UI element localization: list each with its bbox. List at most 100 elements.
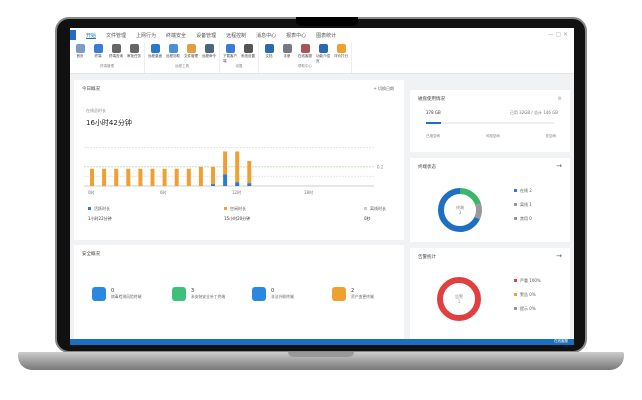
legend-swatch [514,293,517,296]
bar-active [223,174,228,186]
clipboard-icon [129,44,139,53]
legend-swatch [88,207,91,210]
ribbon-button-label: 终端 [94,54,102,58]
book-icon [264,44,274,53]
ribbon-button[interactable]: 终端查询 [109,44,123,59]
storage-bar [426,122,554,124]
menu-tab[interactable]: 远程控制 [226,32,247,39]
overview-label: 资产变更终端 [351,294,374,299]
patch-icon [172,287,186,301]
storage-c1: 已用空间 [426,134,440,138]
arrow-right-icon[interactable]: → [556,162,562,170]
legend-swatch [514,203,517,206]
bar-idle [138,168,143,186]
bar-idle [114,168,119,186]
ribbon-group-label: 设置 [235,64,243,68]
overview-item[interactable]: 0 非法外联终端 [252,287,294,301]
shield-icon [92,287,106,301]
menu-tab[interactable]: 消息中心 [256,32,277,39]
ribbon-button[interactable]: 终端 [91,44,105,59]
ribbon-button[interactable]: 手册 [280,44,294,59]
ribbon-button[interactable]: 下载客户端 [223,44,237,64]
monitor-icon [93,44,103,53]
bar-idle [174,168,179,186]
donut-legend-item: 离线 1 [514,202,532,208]
donut-legend-item: 提示 0% [514,306,536,312]
overview-label: 非法外联终端 [271,294,294,299]
ribbon-group: 下载客户端 系统设置设置 [220,42,259,73]
manual-icon [282,44,292,53]
arrow-right-icon[interactable]: → [556,252,562,260]
asset-icon [332,287,346,301]
camera-notch [296,17,358,26]
ribbon-group-label: 远程工具 [175,64,189,68]
ribbon-button[interactable]: 功能介绍页 [316,44,330,64]
overview-item[interactable]: 0 病毒检测风险终端 [92,287,141,301]
menu-tab[interactable]: 设备管理 [196,32,217,39]
window-controls[interactable]: — ▢ ✕ [547,31,568,38]
menu-tab[interactable]: 文件管理 [106,32,127,39]
ribbon-button-label: 远程桌面 [148,54,162,58]
usage-card: 今日概况 + 切换日期 在线总时长 16小时42分钟 0.2 0时 6时 12时 18时… [74,80,404,240]
cloud-icon [204,44,214,53]
alerts-card: 告警统计 → 告警 1 严重 100% 警告 0% 提示 0% [410,248,570,339]
ribbon-button[interactable]: 在线客服 [298,44,312,59]
storage-detail: 已用 32GB / 总计 146 GB [509,110,558,115]
home-icon [75,44,85,53]
grid-icon [318,44,328,53]
donut-center-label: 3 [459,210,462,215]
ribbon-toolbar: 首页 终端 终端查询 审批任务 终端管理 远程桌面 远程协助 文件管理 远程命令 远程工具 下载客户… [70,42,574,74]
menu-tab[interactable]: 开始 [86,32,97,39]
legend-swatch [364,207,367,210]
legend-swatch [514,279,517,282]
overview-item[interactable]: 3 未安装安全补丁终端 [172,287,225,301]
statusbar-text[interactable]: 在线客服 [554,339,568,343]
legend-name: 离线时长 [370,206,386,211]
storage-card: 磁盘使用情况 ⚙ 378 GB 已用 32GB / 总计 146 GB 已用空间… [410,90,570,152]
donut-slice [437,277,481,321]
bar-idle [223,151,228,175]
overview-item[interactable]: 2 资产变更终端 [332,287,374,301]
ribbon-button[interactable]: 首页 [73,44,87,59]
bar-active [247,183,252,186]
ribbon-button[interactable]: 评价打分 [334,44,348,59]
bar-idle [247,161,252,184]
overview-title: 安全概况 [82,252,100,257]
ribbon-button[interactable]: 远程命令 [202,44,216,59]
switch-date-button[interactable]: + 切换日期 [373,86,394,91]
ribbon-button[interactable]: 审批任务 [127,44,141,59]
search-icon [111,44,121,53]
app-window: 开始 文件管理 上网行为 终端安全 设备管理 远程控制 消息中心 报表中心 图表统计 — ▢ ✕… [70,28,574,345]
assist-icon [168,44,178,53]
donut-center-label: 终端 [456,204,464,210]
ribbon-button[interactable]: 远程协助 [166,44,180,59]
ribbon-button-label: 首页 [76,54,84,58]
bar-idle [198,166,203,186]
menu-tab[interactable]: 终端安全 [166,32,187,39]
menu-tab[interactable]: 图表统计 [316,32,337,39]
gear-icon [243,44,253,53]
storage-title: 磁盘使用情况 [418,97,445,102]
overview-count: 0 [271,288,275,294]
donut-slice [438,188,482,232]
laptop-base [18,352,624,370]
legend-label: 提示 0% [520,306,536,311]
ribbon-button-label: 下载客户端 [223,54,237,63]
menu-tab[interactable]: 上网行为 [136,32,157,39]
ribbon-button[interactable]: 文件管理 [184,44,198,59]
screen-icon [150,44,160,53]
usage-legend-item: 空闲时长 15小时20分钟 [224,206,250,222]
legend-label: 离线 1 [520,202,532,207]
ribbon-button[interactable]: 文档 [262,44,276,59]
menu-tab[interactable]: 报表中心 [286,32,307,39]
legend-swatch [514,307,517,310]
ribbon-button[interactable]: 系统设置 [241,44,255,59]
ribbon-group: 文档 手册 在线客服 功能介绍页 评价打分 帮助中心 [259,42,352,73]
x-tick-label: 0时 [88,189,95,195]
settings-icon[interactable]: ⚙ [557,96,562,102]
bar-active [211,184,215,186]
ribbon-button-label: 在线客服 [298,54,312,58]
x-tick-label: 6时 [160,189,167,195]
ribbon-button[interactable]: 远程桌面 [148,44,162,59]
app-menu-button[interactable] [70,30,76,40]
